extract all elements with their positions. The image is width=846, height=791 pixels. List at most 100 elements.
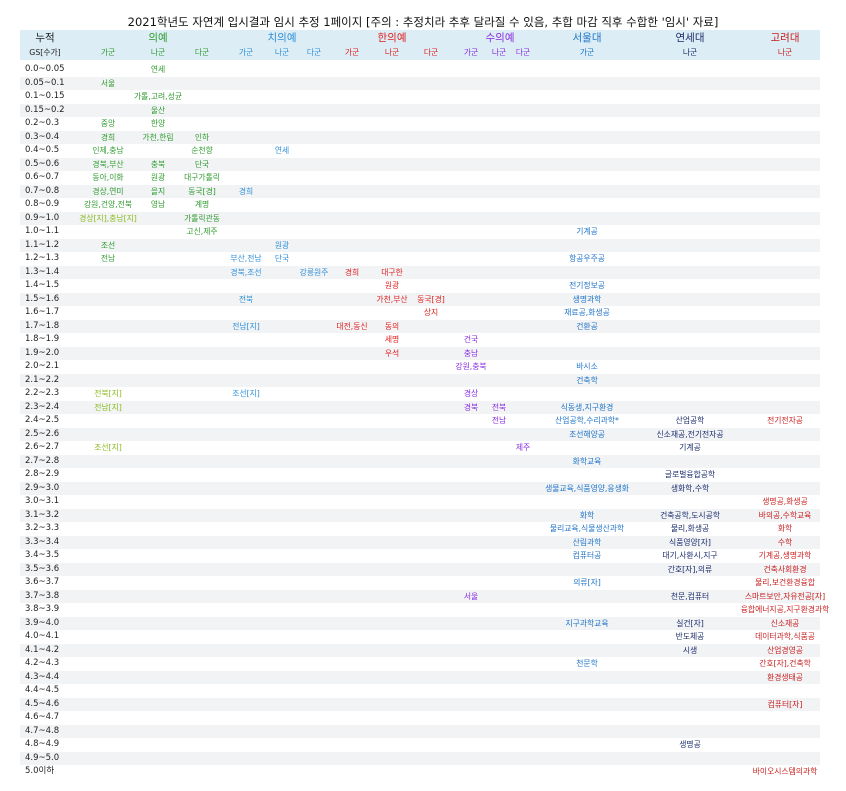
gs-range-label: 1.4~1.5 [25, 280, 60, 290]
header-group-row: 누적 의예 치의예 한의예 수의예 서울대 연세대 고려대 [20, 30, 820, 46]
table-cell: 데이터과학,식품공 [755, 632, 815, 641]
group-header: 의예 [148, 32, 168, 44]
table-row: 2.4~2.5 전남 산업공학,수리과학* 산업공학 전기전자공 [20, 414, 820, 428]
table-cell: 전북[지] [94, 389, 122, 398]
table-row: 3.6~3.7 의류[자] 물리,보건환경융합 [20, 576, 820, 590]
table-cell: 건환공 [576, 321, 598, 331]
gs-range-label: 0.15~0.2 [25, 104, 65, 115]
table-cell: 천문,컴퓨터 [670, 591, 710, 601]
table-row: 4.4~4.5 [20, 684, 820, 698]
table-cell: 식동생,지구환경 [560, 402, 614, 412]
table-cell: 산업공학,수리과학* [555, 416, 619, 425]
table-cell: 산업공학 [675, 416, 705, 425]
table-row: 2.0~2.1 강원,충북 바시소 [20, 360, 820, 374]
table-row: 0.0~0.05 연세 [20, 63, 820, 77]
table-row: 0.6~0.7 동아,이화 원광 대구가톨릭 [20, 171, 820, 185]
table-cell: 산림과학 [572, 537, 602, 547]
subgroup-header: 가군 [463, 48, 479, 57]
table-row: 4.0~4.1 반도체공 데이터과학,식품공 [20, 630, 820, 644]
gs-range-label: 3.6~3.7 [25, 577, 60, 587]
table-cell: 인하 [194, 132, 210, 142]
table-cell: 조선해양공 [569, 429, 605, 439]
table-row: 2.1~2.2 건축학 [20, 373, 820, 387]
table-row: 1.3~1.4 경북,조선 강릉원주 경희 대구한 [20, 265, 820, 279]
gs-range-label: 4.6~4.7 [25, 712, 60, 722]
table-cell: 환경생태공 [767, 672, 803, 682]
table-cell: 연세 [274, 146, 290, 155]
table-row: 1.0~1.1 고신,제주 기계공 [20, 225, 820, 239]
table-row: 3.7~3.8 서울 천문,컴퓨터 스마트보안,자유전공[자] [20, 589, 825, 603]
group-header: 치의예 [267, 32, 297, 44]
table-row: 1.7~1.8 전남[지] 대전,동신 동의 건환공 [20, 319, 820, 333]
gs-range-label: 5.0이하 [25, 766, 55, 776]
table-cell: 전남 [100, 254, 116, 263]
gs-range-label: 4.7~4.8 [25, 725, 60, 736]
table-row: 3.0~3.1 생명공,화생공 [20, 495, 820, 509]
table-cell: 천문학 [576, 659, 598, 668]
table-cell: 반도체공 [675, 632, 705, 641]
table-cell: 건축학 [576, 375, 598, 385]
table-cell: 동의 [384, 321, 400, 331]
subgroup-header: 나군 [274, 48, 290, 57]
table-cell: 전북 [238, 294, 254, 304]
gs-range-label: 1.0~1.1 [25, 226, 60, 236]
table-row: 3.1~3.2 화학 건축공학,도시공학 바의공,수학교육 [20, 508, 820, 522]
gs-range-label: 1.8~1.9 [25, 334, 60, 344]
table-cell: 단국 [194, 159, 210, 169]
table-cell: 경상[지],충남[지] [79, 213, 137, 223]
table-cell: 을지 [150, 186, 166, 196]
gs-range-label: 4.4~4.5 [25, 685, 60, 695]
table-cell: 대구가톨릭 [184, 173, 220, 182]
table-cell: 건축사회환경 [763, 564, 807, 574]
subgroup-header: 가군 [100, 48, 116, 57]
gs-range-label: 2.7~2.8 [25, 455, 60, 466]
table-cell: 제주 [515, 443, 531, 452]
gs-range-label: 2.4~2.5 [25, 415, 60, 425]
table-cell: 기계공,생명과학 [758, 551, 812, 560]
table-cell: 전남 [491, 416, 507, 425]
table-cell: 생물교육,식품영양,응생화 [545, 483, 629, 493]
table-cell: 중앙 [100, 119, 116, 128]
table-cell: 물리교육,식물생산과학 [549, 524, 625, 533]
subgroup-header: 나군 [682, 48, 698, 57]
gs-range-label: 1.7~1.8 [25, 320, 60, 331]
table-cell: 경북,조선 [230, 267, 262, 277]
gs-range-label: 0.0~0.05 [25, 64, 65, 74]
table-row: 4.2~4.3 천문학 간호[자],건축학 [20, 657, 820, 671]
table-cell: 강원,건양,전북 [84, 200, 132, 209]
table-cell: 산업경영공 [767, 645, 803, 655]
table-row: 2.3~2.4 전남[지] 경북 전북 식동생,지구환경 [20, 400, 820, 414]
table-cell: 생명과학 [572, 294, 602, 304]
table-row: 1.4~1.5 원광 전기정보공 [20, 279, 820, 293]
gs-range-label: 4.0~4.1 [25, 631, 60, 641]
table-cell: 스마트보안,자유전공[자] [744, 591, 826, 601]
subgroup-header: 다군 [194, 48, 210, 57]
subgroup-header: 나군 [150, 48, 166, 57]
table-cell: 세명 [384, 335, 400, 344]
table-row: 0.15~0.2 울산 [20, 103, 820, 117]
subgroup-header: 나군 [777, 48, 793, 57]
table-row: 0.4~0.5 인제,충남 순천향 연세 [20, 144, 820, 158]
table-row: 4.9~5.0 [20, 751, 820, 765]
table-cell: 가톨,고려,성균 [134, 92, 182, 101]
subgroup-header: 나군 [384, 48, 400, 57]
table-cell: 바의공,수학교육 [758, 510, 812, 520]
table-cell: 충북 [150, 159, 166, 169]
table-row: 4.1~4.2 시생 산업경영공 [20, 643, 820, 657]
gs-range-label: 2.5~2.6 [25, 428, 60, 439]
gs-range-label: 2.6~2.7 [25, 442, 60, 452]
group-header: 한의예 [377, 32, 407, 44]
table-row: 3.8~3.9 융합에너지공,지구환경과학 [20, 603, 829, 617]
table-cell: 컴퓨터[자] [767, 699, 803, 709]
table-row: 0.1~0.15 가톨,고려,성균 [20, 90, 820, 104]
table-cell: 바이오시스템의과학 [752, 767, 818, 776]
group-header: 서울대 [572, 32, 602, 44]
table-cell: 전남[지] [232, 321, 260, 331]
table-cell: 충남 [463, 348, 479, 358]
table-cell: 경북,부산 [92, 159, 124, 169]
gs-range-label: 0.2~0.3 [25, 118, 60, 128]
table-cell: 생명공,화생공 [762, 497, 808, 506]
table-cell: 신소재공,전기전자공 [656, 429, 724, 439]
page-title: 2021학년도 자연계 입시결과 임시 추정 1페이지 [주의 : 추정치라 추… [127, 15, 719, 29]
table-row: 1.8~1.9 세명 건국 [20, 333, 820, 347]
